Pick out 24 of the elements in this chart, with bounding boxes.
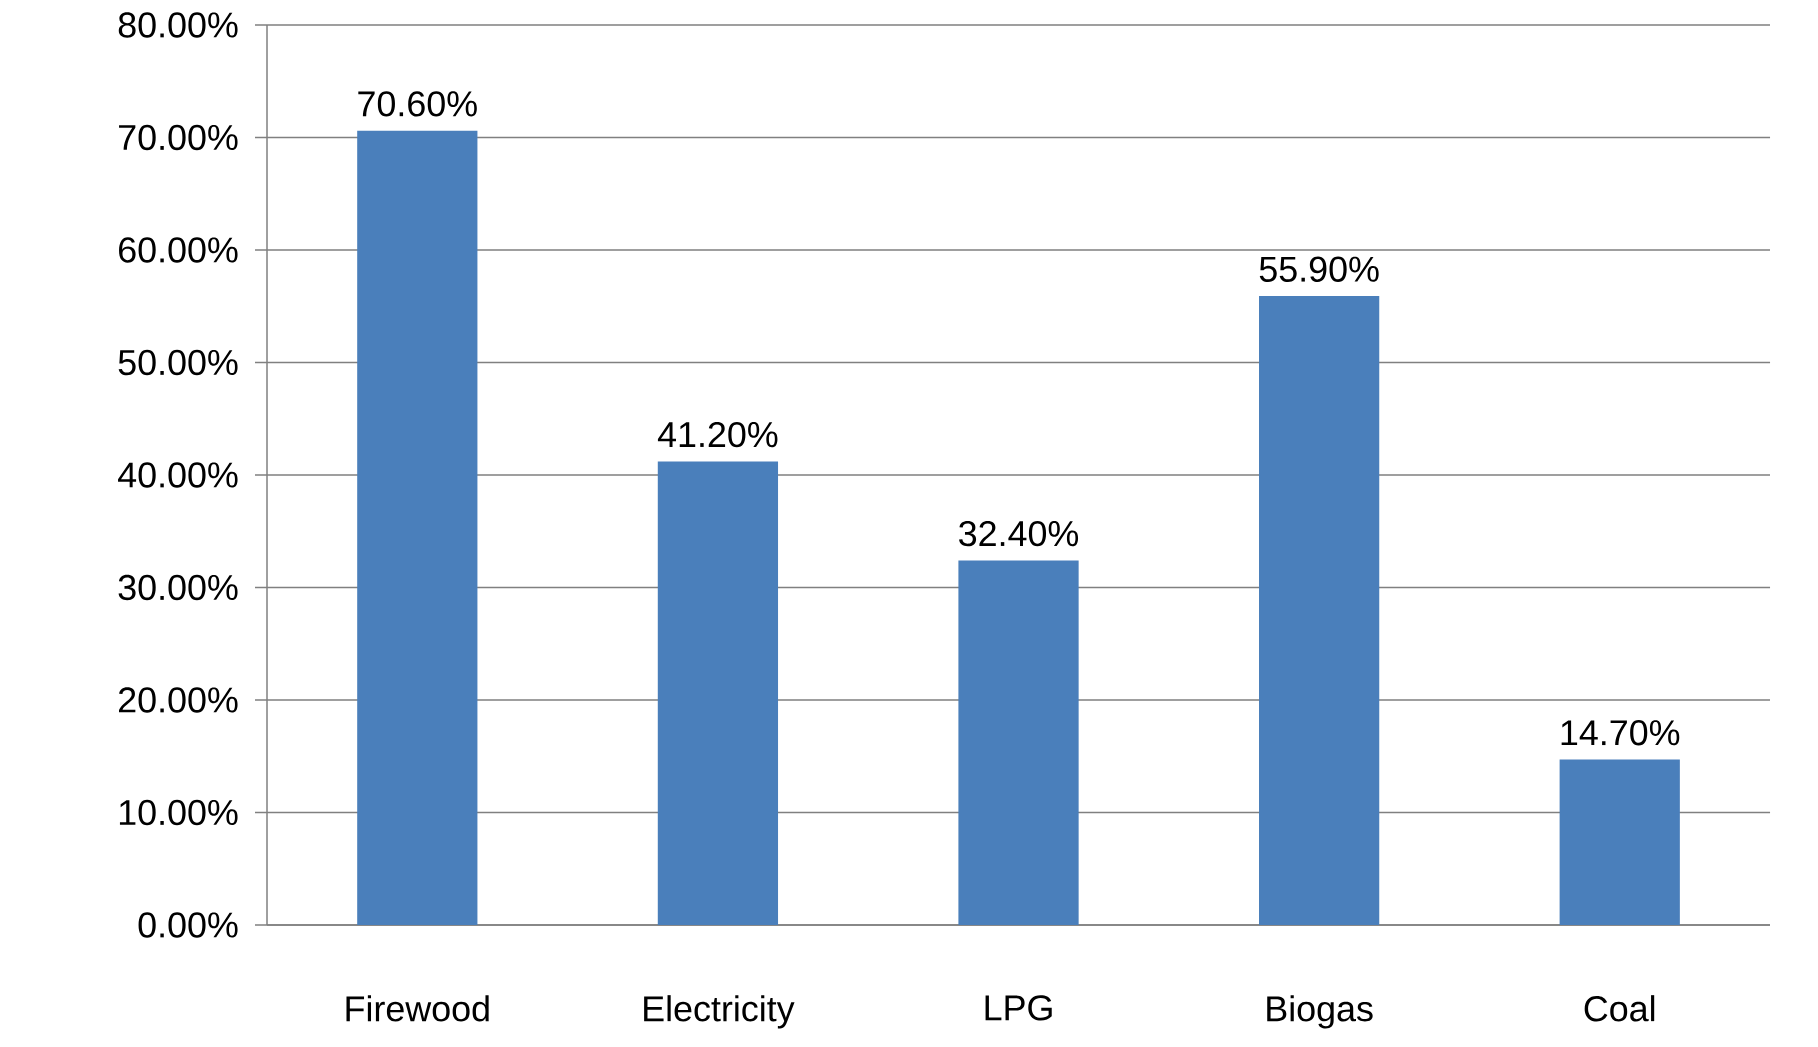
x-tick-label: LPG <box>985 995 1052 1021</box>
y-tick-label: 40.00% <box>118 462 238 488</box>
bar <box>657 461 779 925</box>
x-tick-label: Coal <box>1584 995 1655 1022</box>
y-tick-label: 20.00% <box>119 687 238 713</box>
x-tick-label: Firewood <box>346 995 489 1022</box>
y-tick-label: 70.00% <box>119 124 238 151</box>
y-tick-label: 10.00% <box>119 799 238 826</box>
x-tick-label: Biogas <box>1267 995 1373 1029</box>
data-label: 32.40% <box>959 520 1079 547</box>
y-tick-label: 30.00% <box>118 574 238 601</box>
data-label: 55.90% <box>1259 256 1379 282</box>
bar <box>958 560 1079 925</box>
y-tick-label: 60.00% <box>119 237 238 263</box>
bar <box>1559 759 1680 925</box>
bar <box>357 130 478 925</box>
data-label: 70.60% <box>358 91 477 117</box>
y-tick-label: 0.00% <box>138 912 238 938</box>
data-label: 41.20% <box>657 421 778 448</box>
data-label: 14.70% <box>1561 720 1680 746</box>
y-tick-label: 80.00% <box>118 12 238 38</box>
y-tick-label: 50.00% <box>118 349 238 376</box>
bar <box>1259 296 1380 925</box>
x-tick-label: Electricity <box>644 995 795 1029</box>
